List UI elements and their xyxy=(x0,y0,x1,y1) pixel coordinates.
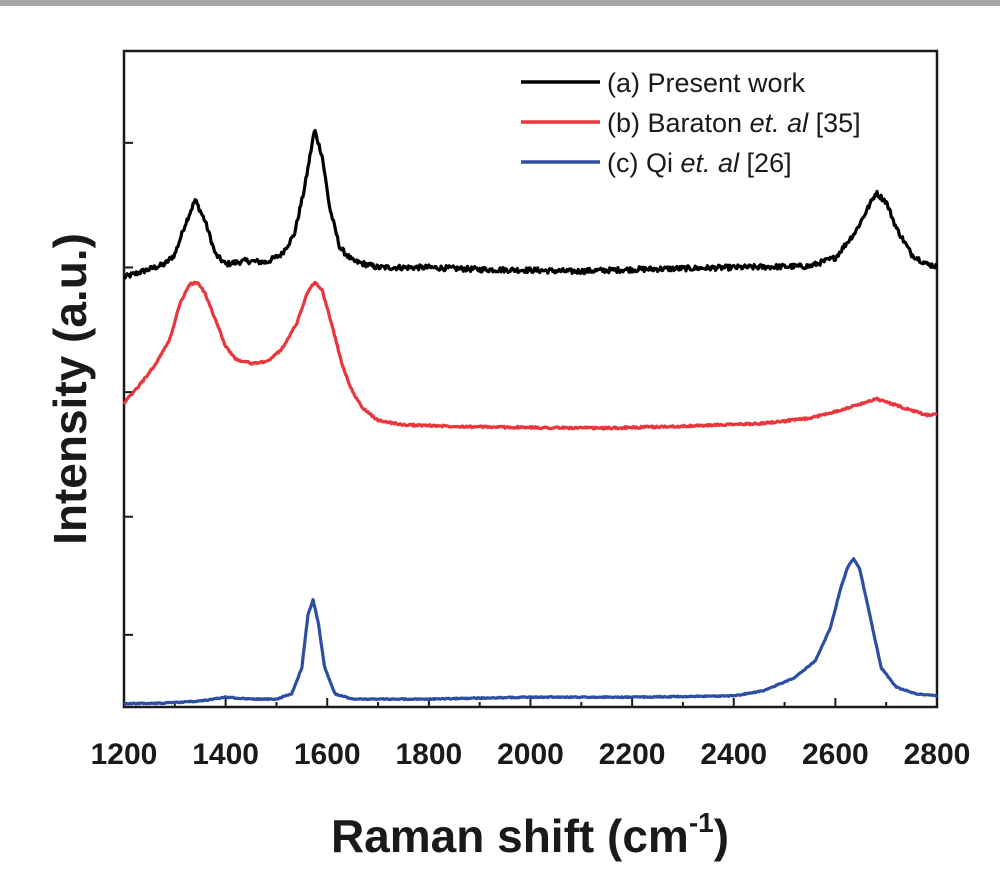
series-line-c xyxy=(123,557,938,706)
series-line-a xyxy=(122,128,938,280)
legend-label-c: (c) Qi et. al [26] xyxy=(607,148,792,178)
y-axis-ticks xyxy=(124,141,133,636)
x-tick-label: 1600 xyxy=(294,738,361,771)
legend-label-a: (a) Present work xyxy=(607,68,806,98)
x-tick-label: 1800 xyxy=(396,738,463,771)
legend-label-b: (b) Baraton et. al [35] xyxy=(607,108,861,138)
x-axis-title-superscript: -1 xyxy=(689,807,714,838)
x-tick-label: 1400 xyxy=(192,738,259,771)
x-tick-label: 2200 xyxy=(599,738,666,771)
x-tick-label: 2600 xyxy=(802,738,869,771)
legend-label-text: (b) Baraton xyxy=(607,108,750,138)
legend-label-suffix: [35] xyxy=(808,108,861,138)
top-divider-bar xyxy=(0,0,1000,6)
legend-label-suffix: [26] xyxy=(739,148,792,178)
y-axis-title: Intensity (a.u.) xyxy=(44,233,96,545)
plot-frame xyxy=(122,49,939,709)
x-axis-ticks: 1200 1400 1600 1800 2000 2200 2400 2600 2800 xyxy=(91,698,971,771)
legend-label-text: (a) Present work xyxy=(607,68,806,98)
x-tick-label: 2800 xyxy=(904,738,971,771)
legend-label-italic: et. al xyxy=(750,108,810,138)
x-tick-label: 1200 xyxy=(91,738,158,771)
x-tick-label: 2000 xyxy=(497,738,564,771)
legend-label-text: (c) Qi xyxy=(607,148,681,178)
x-tick-label: 2400 xyxy=(700,738,767,771)
legend-label-italic: et. al xyxy=(681,148,741,178)
legend: (a) Present work(b) Baraton et. al [35](… xyxy=(521,68,861,178)
series-layer xyxy=(122,128,938,706)
x-axis-title: Raman shift (cm-1) xyxy=(331,807,729,862)
x-axis-title-main: Raman shift (cm xyxy=(331,810,689,862)
series-line-b xyxy=(122,280,938,431)
x-axis-title-close: ) xyxy=(714,810,729,862)
